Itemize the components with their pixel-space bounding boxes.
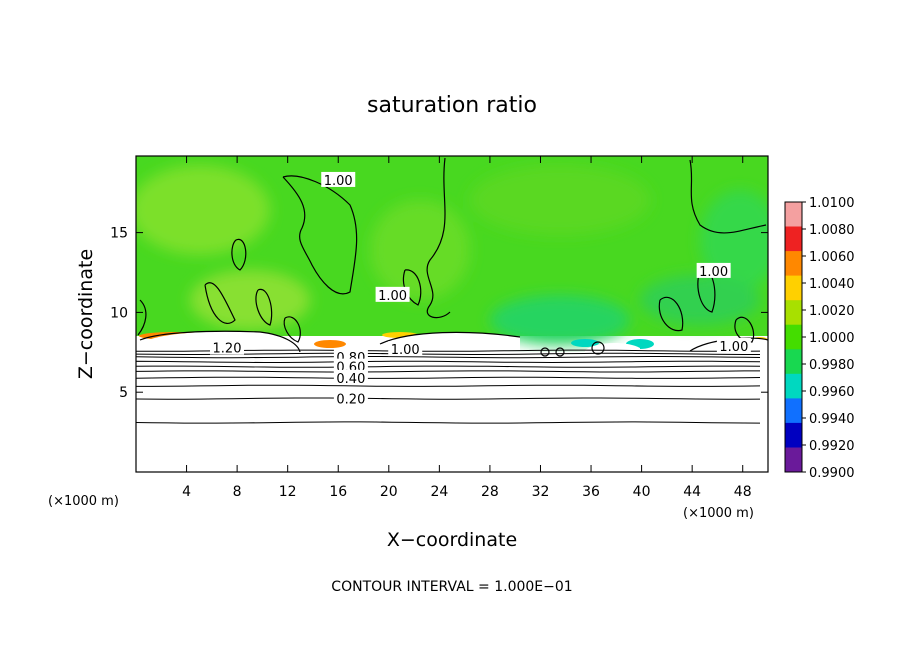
stratified-contour [136, 365, 761, 368]
contour-label: 1.00 [324, 174, 353, 189]
colorbar-swatch [785, 373, 802, 399]
colorbar: 1.0100 1.0080 1.0060 1.0040 1.0020 1.0000 0.99… [784, 196, 855, 481]
contour-label: 1.00 [391, 343, 420, 358]
colorbar-swatch [785, 251, 802, 277]
y-axis-ticks: 5 10 15 [110, 226, 768, 401]
contour-line [231, 238, 247, 271]
colorbar-swatch [785, 447, 802, 473]
x-tick-label: 20 [380, 484, 398, 500]
colorbar-label: 1.0020 [809, 304, 855, 319]
contour-label: 0.20 [336, 393, 365, 408]
x-tick-label: 44 [683, 484, 701, 500]
contour-line [402, 269, 422, 306]
colorbar-label: 1.0040 [809, 277, 855, 292]
plot-area [136, 156, 768, 472]
colorbar-swatch [785, 398, 802, 424]
contour-line [282, 175, 358, 295]
contour-label: 1.20 [213, 342, 242, 357]
stratified-contour [136, 421, 761, 424]
y-tick-label: 5 [119, 385, 128, 401]
contour-line [204, 282, 236, 325]
stratified-contour [136, 360, 761, 364]
contour-label-bg [696, 262, 731, 278]
contour-label: 1.00 [719, 340, 748, 355]
colorbar-swatch [785, 226, 802, 252]
contour-line [139, 330, 301, 353]
contour-line [555, 347, 565, 357]
x-tick-label: 16 [329, 484, 347, 500]
colorbar-swatch [785, 349, 802, 375]
colorbar-label: 0.9900 [809, 466, 855, 481]
x-tick-label: 4 [182, 484, 191, 500]
colorbar-label: 1.0060 [809, 250, 855, 265]
contour-line [658, 296, 684, 332]
contour-line [255, 288, 273, 326]
contour-label-bg [333, 390, 368, 406]
x-tick-label: 36 [582, 484, 600, 500]
colorbar-label: 1.0080 [809, 223, 855, 238]
contour-line [426, 157, 451, 319]
contour-label-bg [388, 341, 423, 357]
contour-line [540, 347, 550, 357]
contour-lines [137, 157, 768, 357]
stratified-contour [136, 376, 761, 379]
contour-label-bg [210, 339, 245, 355]
x-tick-label: 48 [734, 484, 752, 500]
x-tick-label: 12 [279, 484, 297, 500]
x-tick-label: 8 [233, 484, 242, 500]
contour-label-bg [333, 369, 368, 385]
colorbar-label: 0.9960 [809, 385, 855, 400]
contour-label: 0.40 [336, 372, 365, 387]
stratified-contour [136, 356, 761, 359]
y-axis-label: Z−coordinate [75, 249, 97, 379]
stratified-contour [136, 397, 761, 400]
contour-label-bg [321, 171, 356, 187]
x-axis-ticks: 4 8 12 16 20 24 28 32 36 40 44 48 [182, 156, 752, 500]
contour-label: 1.00 [378, 289, 407, 304]
contour-line [379, 331, 521, 345]
contour-label-bg [716, 337, 751, 353]
colorbar-swatch [785, 324, 802, 350]
x-tick-label: 28 [481, 484, 499, 500]
plot-frame [135, 155, 769, 473]
colorbar-label: 0.9920 [809, 439, 855, 454]
contour-label-bg [375, 286, 410, 302]
stratified-contour [136, 384, 761, 387]
chart-title: saturation ratio [367, 93, 537, 118]
y-tick-label: 10 [110, 305, 128, 321]
contour-label: 1.00 [699, 265, 728, 280]
x-tick-label: 32 [532, 484, 550, 500]
y-tick-label: 15 [110, 226, 128, 242]
colorbar-swatch [785, 202, 802, 227]
x-tick-label: 24 [430, 484, 448, 500]
colorbar-swatch [785, 422, 802, 448]
colorbar-label: 1.0100 [809, 196, 855, 211]
contour-line [591, 341, 605, 355]
colorbar-label: 0.9940 [809, 412, 855, 427]
contour-line [137, 299, 147, 336]
colorbar-swatch [785, 300, 802, 326]
stratified-contours [136, 349, 761, 424]
contour-interval-note: CONTOUR INTERVAL = 1.000E−01 [331, 579, 572, 595]
colorbar-swatch [785, 275, 802, 301]
stratified-contour [136, 370, 760, 373]
x-axis-unit-left: (×1000 m) [48, 494, 119, 509]
x-axis-unit-right: (×1000 m) [683, 506, 754, 521]
contour-line [283, 316, 301, 343]
x-tick-label: 40 [633, 484, 651, 500]
colorbar-label: 0.9980 [809, 358, 855, 373]
colorbar-label: 1.0000 [809, 331, 855, 346]
contour-labels: 1.001.001.001.00 1.001.200.800.600.400.20 [210, 171, 751, 408]
x-axis-label: X−coordinate [387, 529, 517, 551]
contour-line [689, 159, 767, 234]
contour-line [734, 316, 755, 343]
